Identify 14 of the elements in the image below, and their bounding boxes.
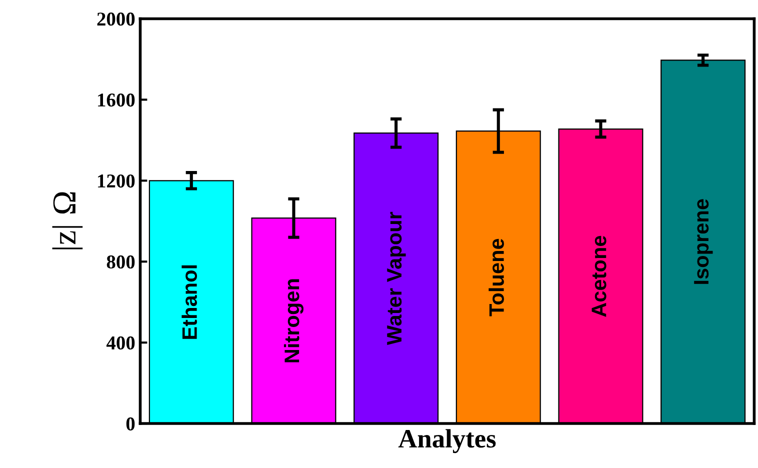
x-tick-label: Isoprene xyxy=(694,199,713,284)
x-tick-label: Nitrogen xyxy=(284,279,304,362)
y-tick-label: 800 xyxy=(106,255,135,269)
y-tick-label: 1200 xyxy=(98,174,135,188)
x-tick-label: Toluene xyxy=(488,238,504,316)
x-tick-label: Acetone xyxy=(592,236,606,317)
y-tick-label: 400 xyxy=(106,336,135,350)
x-tick-label: Ethanol xyxy=(182,265,197,339)
y-axis-title: |z| Ω xyxy=(52,192,83,250)
y-tick-label: 2000 xyxy=(97,12,135,26)
y-tick-label: 1600 xyxy=(98,94,135,107)
y-tick-label: 0 xyxy=(126,417,135,430)
x-axis-title: Analytes xyxy=(398,429,496,454)
x-tick-label: Water Vapour xyxy=(387,212,406,346)
